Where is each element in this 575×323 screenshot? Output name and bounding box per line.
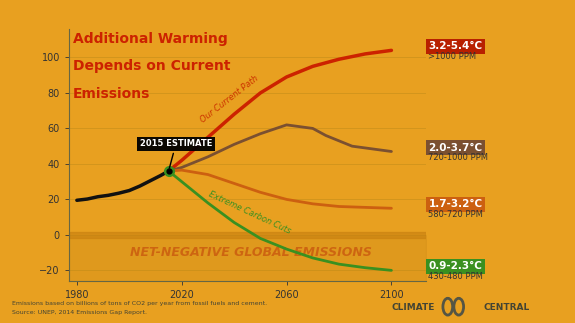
Text: 430-480 PPM: 430-480 PPM [428,272,483,281]
Text: NET-NEGATIVE GLOBAL EMISSIONS: NET-NEGATIVE GLOBAL EMISSIONS [129,245,371,258]
Text: Depends on Current: Depends on Current [72,59,230,73]
Text: Additional Warming: Additional Warming [72,32,227,46]
Text: CENTRAL: CENTRAL [483,303,529,312]
Text: 1.7-3.2°C: 1.7-3.2°C [428,199,482,209]
Text: Emissions: Emissions [72,87,150,101]
Text: Extreme Carbon Cuts: Extreme Carbon Cuts [207,190,292,235]
Text: 3.2-5.4°C: 3.2-5.4°C [428,41,482,51]
Text: 0.9-2.3°C: 0.9-2.3°C [428,262,482,272]
Text: Our Current Path: Our Current Path [198,74,260,125]
Text: Emissions based on billions of tons of CO2 per year from fossil fuels and cement: Emissions based on billions of tons of C… [12,301,267,306]
Text: 720-1000 PPM: 720-1000 PPM [428,153,488,162]
Text: 2015 ESTIMATE: 2015 ESTIMATE [140,139,212,168]
Text: Source: UNEP, 2014 Emissions Gap Report.: Source: UNEP, 2014 Emissions Gap Report. [12,310,147,315]
Text: 580-720 PPM: 580-720 PPM [428,210,483,219]
Text: >1000 PPM: >1000 PPM [428,52,477,61]
Bar [69,232,426,237]
Text: 2.0-3.7°C: 2.0-3.7°C [428,143,482,152]
Text: CLIMATE: CLIMATE [391,303,434,312]
